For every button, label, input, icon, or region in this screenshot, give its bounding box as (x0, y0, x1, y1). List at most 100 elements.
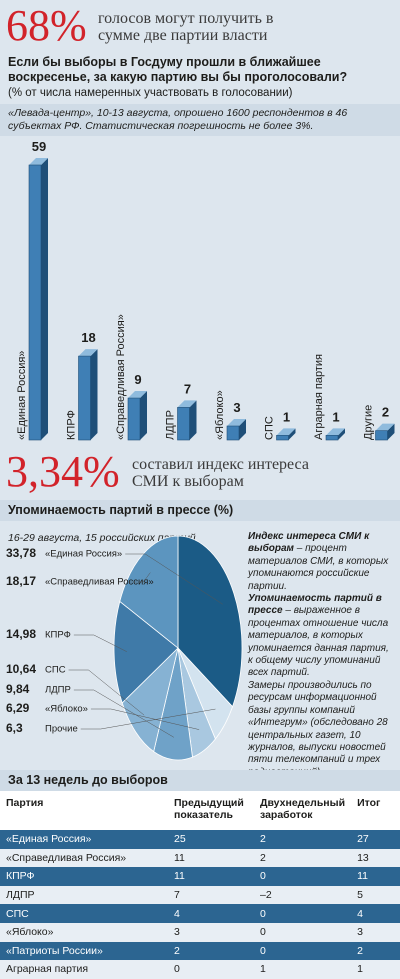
slice-label: «Единая Россия» (45, 549, 122, 560)
table-cell: 11 (351, 867, 400, 886)
value-label: 6,29 (6, 701, 30, 715)
table-cell: «Патриоты России» (0, 941, 168, 961)
question: Если бы выборы в Госдуму прошли в ближай… (8, 55, 348, 84)
bar-side (387, 423, 395, 440)
category-label: «Единая Россия» (16, 351, 28, 440)
table-cell: 3 (168, 922, 254, 942)
value-label: 2 (382, 405, 389, 420)
bar-top (128, 391, 147, 399)
table-row: «Патриоты России» 2 0 2 (0, 941, 400, 961)
bar-side (41, 158, 48, 440)
table-cell: Аграрная партия (0, 960, 168, 979)
table-cell: 11 (168, 848, 254, 868)
pie-title: Упоминаемость партий в прессе (%) (0, 500, 400, 521)
table-row: Аграрная партия 0 1 1 (0, 960, 400, 979)
table-cell: СПС (0, 904, 168, 923)
column-header: Предыдущий показатель (174, 797, 244, 821)
bar-top (78, 349, 98, 357)
table-header: Партия Предыдущий показатель Двухнедельный… (0, 795, 400, 830)
bar-side (288, 428, 296, 440)
column-header: Двухнедельный заработок (260, 797, 346, 821)
value-label: 14,98 (6, 627, 36, 641)
table-row: «Единая Россия» 25 2 27 (0, 830, 400, 849)
table-row: КПРФ 11 0 11 (0, 867, 400, 886)
table-cell: 5 (351, 885, 400, 905)
pie-chart: 33,78 «Единая Россия» 18,17 «Справедливая Р… (6, 535, 243, 761)
note-term: Упоминаемость партий в прессе (248, 593, 382, 617)
table-row: СПС 4 0 4 (0, 904, 400, 923)
source: «Левада-центр», 10-13 августа, опрошено … (0, 104, 400, 136)
table-cell: 0 (254, 922, 352, 942)
leader-line (90, 708, 200, 730)
table-cell: ЛДПР (0, 885, 168, 905)
leader-line (125, 553, 223, 605)
category-label: КПРФ (66, 410, 78, 440)
table-cell: 1 (254, 960, 352, 979)
bar-top (326, 428, 345, 436)
bar (226, 425, 240, 441)
category-label: «Яблоко» (214, 390, 226, 440)
headline-text: составил индекс интереса СМИ к выборам (132, 456, 309, 490)
bar (78, 355, 91, 441)
slice-label: ЛДПР (45, 685, 71, 696)
table-title: За 13 недель до выборов (0, 770, 400, 791)
value-label: 3 (233, 400, 240, 415)
leader-line (80, 708, 216, 730)
headline-figure: 68% (6, 1, 87, 50)
table-cell: –2 (254, 885, 352, 905)
category-label: Аграрная партия (313, 354, 325, 440)
table-cell: 27 (351, 830, 400, 849)
bar (177, 407, 190, 441)
leader-line (73, 634, 127, 652)
table-cell: 2 (168, 941, 254, 961)
bar-top (29, 158, 48, 165)
table-row: ЛДПР 7 –2 5 (0, 885, 400, 905)
note: Индекс интереса СМИ к выборам – процент … (248, 531, 396, 779)
value-label: 1 (283, 409, 290, 424)
bar (325, 435, 339, 441)
bar (276, 435, 289, 441)
note-term: Индекс интереса СМИ к выборам (248, 531, 370, 555)
value-label: 10,64 (6, 662, 36, 676)
question-note: (% от числа намеренных участвовать в гол… (8, 87, 293, 99)
value-label: 33,78 (6, 546, 36, 560)
pie-slice (113, 600, 179, 704)
note-text: – процент материалов СМИ, в которых упом… (248, 543, 389, 592)
leader-line (128, 572, 151, 583)
column-header: Итог (357, 797, 381, 809)
value-label: 1 (332, 409, 339, 424)
value-label: 7 (184, 381, 191, 396)
table-cell: 4 (351, 904, 400, 923)
bar (127, 397, 141, 441)
table-cell: 0 (254, 904, 352, 923)
table-cell: 25 (168, 830, 254, 849)
bar-side (90, 349, 98, 440)
slice-label: «Яблоко» (45, 704, 88, 715)
slice-label: СПС (45, 665, 66, 676)
value-label: 6,3 (6, 721, 23, 735)
table-cell: 0 (254, 941, 352, 961)
table-cell: 13 (351, 848, 400, 868)
bar-side (338, 428, 345, 440)
leader-line (73, 689, 174, 738)
table-row: «Яблоко» 3 0 3 (0, 922, 400, 942)
value-label: 18 (81, 330, 95, 345)
bar-top (276, 428, 296, 436)
pie-subtitle: 16-29 августа, 15 российских партий (8, 532, 196, 544)
table-cell: КПРФ (0, 867, 168, 886)
bar (375, 430, 388, 441)
bar-side (140, 391, 147, 440)
table-cell: 2 (254, 830, 352, 849)
bar-top (375, 423, 395, 431)
category-label: «Справедливая Россия» (115, 314, 127, 440)
category-label: СПС (264, 416, 276, 440)
slice-label: Прочие (45, 724, 78, 735)
value-label: 18,17 (6, 574, 36, 588)
value-label: 9,84 (6, 682, 30, 696)
slice-label: «Справедливая Россия» (45, 577, 154, 588)
column-header: Партия (6, 797, 44, 809)
headline-figure: 3,34% (6, 447, 120, 496)
table-cell: 11 (168, 867, 254, 886)
